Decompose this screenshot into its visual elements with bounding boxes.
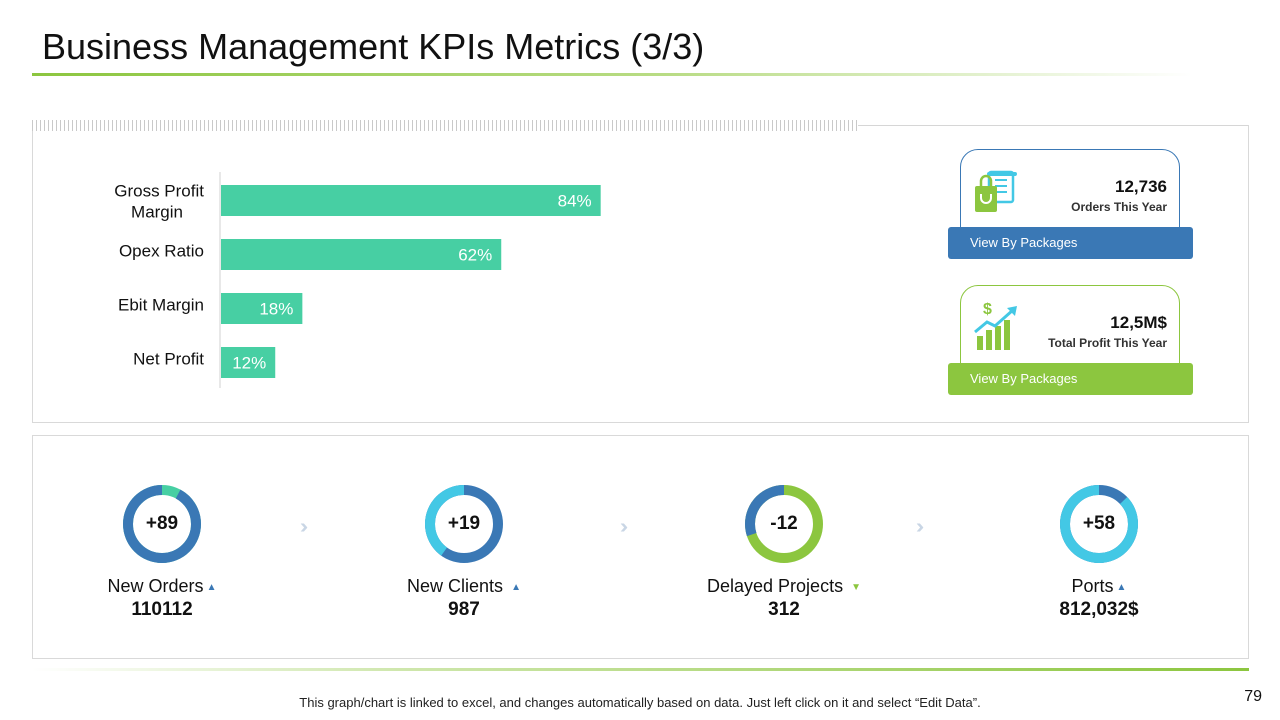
bar-data-label: 84% [558, 192, 592, 211]
bar[interactable] [221, 239, 502, 270]
orders-value: 12,736 [1115, 177, 1167, 196]
profit-growth-icon: $ [971, 300, 1023, 357]
chevron-right-icon: ››› [620, 516, 628, 538]
kpi-ring-value: -12 [770, 513, 798, 534]
bar-data-label: 12% [232, 354, 266, 373]
trend-up-icon: ▲ [1116, 582, 1127, 593]
category-label: Gross Profit Margin [114, 182, 204, 222]
kpi-ring [745, 485, 823, 563]
kpi-label: Delayed Projects ▼ [664, 576, 904, 597]
kpi-ring [1060, 485, 1138, 563]
trend-down-icon: ▼ [851, 582, 861, 593]
trend-up-icon: ▲ [511, 582, 521, 593]
page-title: Business Management KPIs Metrics (3/3) [42, 26, 705, 67]
kpi-ring [123, 485, 201, 563]
kpi-new-clients: +19 New Clients ▲ 987 [344, 484, 584, 624]
bar[interactable] [221, 293, 303, 324]
kpi-ring [425, 485, 503, 563]
kpi-label-text: Delayed Projects [707, 576, 844, 596]
kpi-number: 312 [768, 599, 800, 620]
kpi-ring-value: +89 [145, 513, 179, 534]
kpi-label-text: New Orders [107, 576, 204, 596]
kpi-panel [32, 435, 1249, 659]
kpi-delayed-projects: -12 Delayed Projects ▼ 312 [664, 484, 904, 624]
hatch-decoration [32, 120, 858, 131]
kpi-number: 110112 [131, 599, 193, 620]
title-underline [32, 73, 1192, 76]
view-by-packages-button-orders[interactable]: View By Packages [948, 227, 1193, 259]
kpi-label-text: Ports [1071, 576, 1114, 596]
profit-caption: Total Profit This Year [1048, 336, 1167, 350]
ring-arc [425, 485, 503, 563]
view-by-packages-button-profit[interactable]: View By Packages [948, 363, 1193, 395]
kpi-label-text: New Clients [407, 576, 504, 596]
shopping-receipt-icon [971, 164, 1023, 221]
kpi-ring-value: +19 [447, 513, 481, 534]
panel-top-border [858, 125, 1248, 126]
kpi-label: New Clients ▲ [344, 576, 584, 597]
trend-up-icon: ▲ [206, 582, 217, 593]
category-label: Opex Ratio [119, 242, 204, 261]
kpi-new-orders: +89 New Orders ▲ 110112 [42, 484, 282, 624]
kpi-ring-value: +58 [1082, 513, 1116, 534]
kpi-number: 987 [448, 599, 480, 620]
footer-divider [32, 668, 1249, 671]
bar-data-label: 62% [458, 246, 492, 265]
ring-arc [745, 485, 823, 563]
bar-chart[interactable]: 84% Gross Profit Margin 62% Opex Ratio 18% Ebi… [60, 160, 620, 400]
bar[interactable] [221, 347, 276, 378]
orders-caption: Orders This Year [1071, 200, 1167, 214]
page-number: 79 [1244, 688, 1262, 705]
kpi-label: New Orders ▲ [42, 576, 282, 597]
profit-value: 12,5M$ [1110, 313, 1167, 332]
footnote: This graph/chart is linked to excel, and… [299, 695, 981, 710]
ring-arc [1060, 485, 1138, 563]
svg-text:$: $ [983, 301, 992, 318]
kpi-ports: +58 Ports ▲ 812,032$ [979, 484, 1219, 624]
category-label: Net Profit [133, 350, 204, 369]
kpi-number: 812,032$ [1059, 599, 1139, 620]
chevron-right-icon: ››› [916, 516, 924, 538]
chevron-right-icon: ››› [300, 516, 308, 538]
kpi-label: Ports ▲ [979, 576, 1219, 597]
bar[interactable] [221, 185, 601, 216]
bar-data-label: 18% [259, 300, 293, 319]
ring-arc [123, 485, 201, 563]
category-label: Ebit Margin [118, 296, 204, 315]
